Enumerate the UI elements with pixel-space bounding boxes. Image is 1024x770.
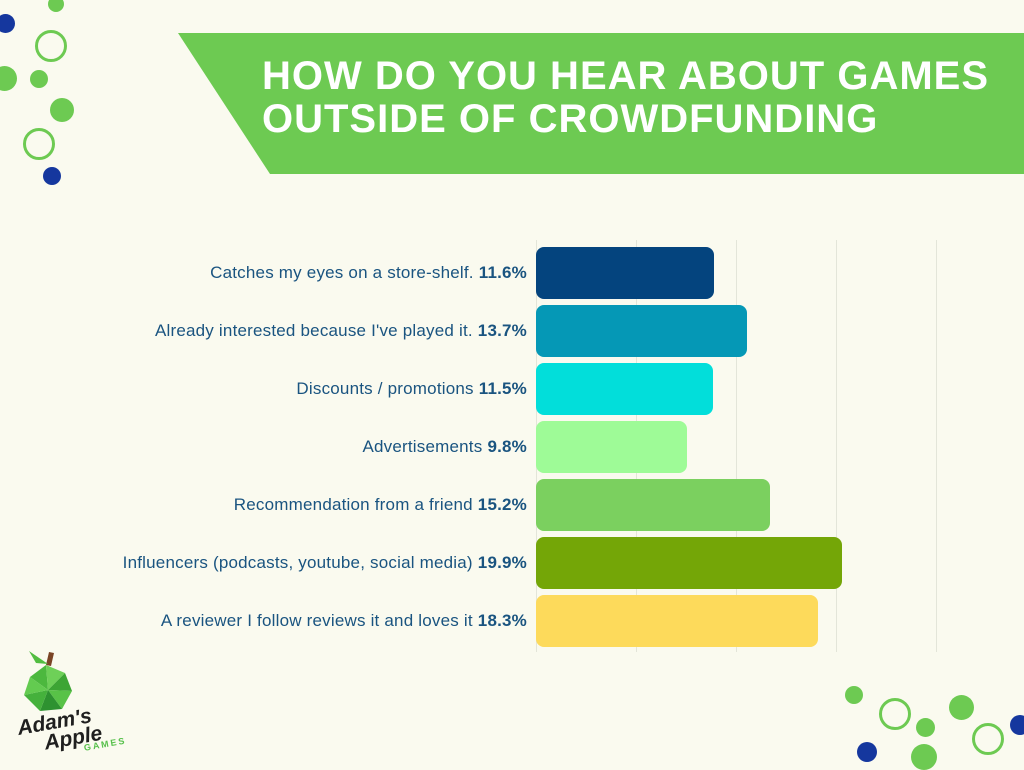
bar — [536, 537, 843, 589]
decorative-circle — [23, 128, 55, 160]
decorative-circle — [43, 167, 61, 185]
bar-value-text: 18.3% — [477, 611, 527, 630]
chart-row: Catches my eyes on a store-shelf. 11.6% — [0, 247, 1024, 299]
bar-value-text: 9.8% — [487, 437, 527, 456]
decorative-circle — [0, 66, 17, 91]
page-title: HOW DO YOU HEAR ABOUT GAMES OUTSIDE OF C… — [178, 33, 1024, 141]
decorative-circle — [949, 695, 974, 720]
bar — [536, 595, 818, 647]
bar-category-text: Discounts / promotions — [296, 379, 474, 398]
bar-value-text: 11.5% — [478, 379, 527, 398]
decorative-circle — [916, 718, 935, 737]
chart-row: Influencers (podcasts, youtube, social m… — [0, 537, 1024, 589]
bar — [536, 305, 747, 357]
bar-value-text: 13.7% — [477, 321, 527, 340]
decorative-circle — [1010, 715, 1024, 735]
gridline — [836, 240, 837, 652]
gridline — [936, 240, 937, 652]
decorative-circle — [911, 744, 937, 770]
chart-row: Already interested because I've played i… — [0, 305, 1024, 357]
bar — [536, 479, 770, 531]
bar-label: A reviewer I follow reviews it and loves… — [0, 611, 527, 631]
chart-row: Discounts / promotions 11.5% — [0, 363, 1024, 415]
bar-value-text: 11.6% — [478, 263, 527, 282]
bar-category-text: Recommendation from a friend — [233, 495, 473, 514]
decorative-circle — [35, 30, 67, 62]
page-title-line1: HOW DO YOU HEAR ABOUT GAMES — [262, 54, 990, 98]
chart-rows: Catches my eyes on a store-shelf. 11.6% Al… — [0, 247, 1024, 653]
chart-row: Advertisements 9.8% — [0, 421, 1024, 473]
decorative-circle — [879, 698, 911, 730]
bar-category-text: Catches my eyes on a store-shelf. — [210, 263, 474, 282]
bar-chart: Catches my eyes on a store-shelf. 11.6% Al… — [0, 240, 1024, 652]
decorative-circle — [30, 70, 48, 88]
bar-label: Discounts / promotions 11.5% — [0, 379, 527, 399]
apple-icon — [24, 651, 72, 711]
adams-apple-games-logo: Adam's Apple GAMES — [10, 645, 170, 765]
apple-logo-graphic: Adam's Apple GAMES — [15, 651, 127, 755]
chart-row: A reviewer I follow reviews it and loves… — [0, 595, 1024, 647]
decorative-circle — [857, 742, 877, 762]
bar — [536, 421, 687, 473]
bar-category-text: Influencers (podcasts, youtube, social m… — [122, 553, 473, 572]
bar-category-text: Already interested because I've played i… — [154, 321, 473, 340]
decorative-circle — [50, 98, 74, 122]
bar-label: Already interested because I've played i… — [0, 321, 527, 341]
bar-label: Recommendation from a friend 15.2% — [0, 495, 527, 515]
decorative-circle — [845, 686, 863, 704]
header-banner: HOW DO YOU HEAR ABOUT GAMES OUTSIDE OF C… — [178, 33, 1024, 174]
bar — [536, 247, 715, 299]
chart-row: Recommendation from a friend 15.2% — [0, 479, 1024, 531]
bar-category-text: A reviewer I follow reviews it and loves… — [160, 611, 473, 630]
gridline — [736, 240, 737, 652]
bar-label: Catches my eyes on a store-shelf. 11.6% — [0, 263, 527, 283]
bar-label: Advertisements 9.8% — [0, 437, 527, 457]
bar-category-text: Advertisements — [362, 437, 483, 456]
decorative-circle — [972, 723, 1004, 755]
decorative-circle — [0, 14, 15, 33]
bar-value-text: 19.9% — [477, 553, 527, 572]
page-title-line2: OUTSIDE OF CROWDFUNDING — [262, 97, 879, 141]
bar-label: Influencers (podcasts, youtube, social m… — [0, 553, 527, 573]
decorative-circle — [48, 0, 64, 12]
bar-value-text: 15.2% — [477, 495, 527, 514]
bar — [536, 363, 713, 415]
